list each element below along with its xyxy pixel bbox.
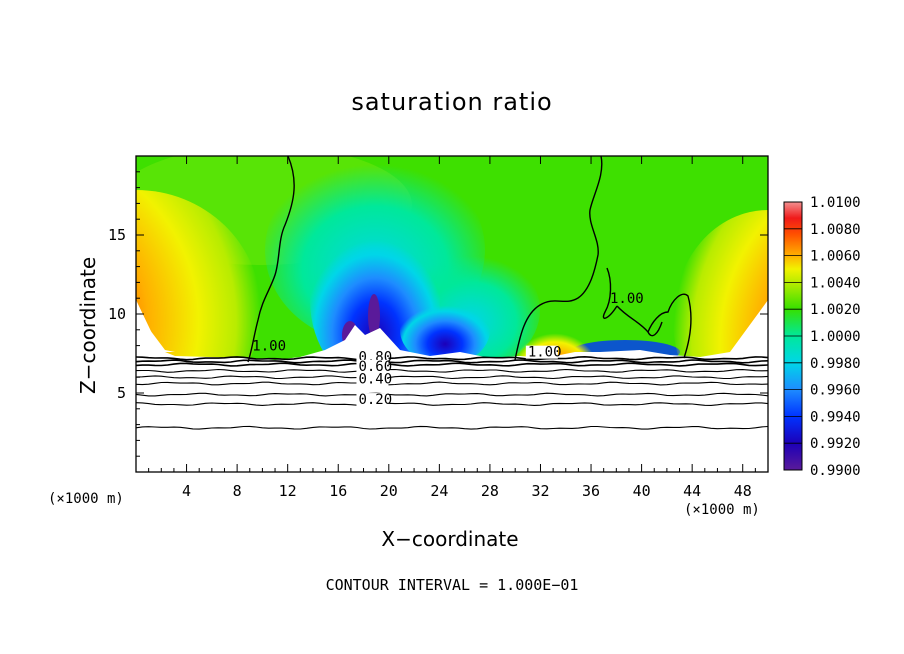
- x-tick-label: 32: [531, 482, 549, 500]
- subsaturated-contours: [135, 355, 769, 430]
- colorbar-tick-label: 1.0060: [810, 249, 861, 265]
- subsaturated-contour-line: [135, 359, 769, 364]
- contour-label: 1.00: [610, 291, 644, 307]
- contour-label: 0.20: [358, 392, 392, 408]
- white-edge-right: [740, 300, 768, 348]
- colorbar-tick-label: 1.0100: [810, 195, 861, 211]
- subsaturated-contour-line: [135, 362, 769, 367]
- subsaturated-contour-line: [135, 402, 769, 406]
- x-unit-label-left: (×1000 m): [48, 491, 124, 507]
- contour-line-1.00-left: [247, 155, 295, 363]
- subsaturated-contour-line: [135, 355, 769, 361]
- contour-label-background: [525, 345, 558, 359]
- x-unit-label-right: (×1000 m): [684, 502, 760, 518]
- y-axis-ticks: 5 10 15: [108, 171, 768, 457]
- colorbar-tick-label: 0.9900: [810, 463, 861, 479]
- contour-label-background: [356, 372, 389, 386]
- contour-label: 1.00: [252, 338, 286, 354]
- subsaturated-contour-line: [135, 425, 769, 430]
- x-tick-label: 28: [481, 482, 499, 500]
- x-tick-label: 36: [582, 482, 600, 500]
- subsaturated-contour-line: [135, 392, 769, 397]
- colorbar-ticks: 0.9900 0.9920 0.9940 0.9960 0.9980 1.0000 1.00…: [784, 195, 861, 479]
- contour-line-1.00-center: [514, 155, 603, 361]
- saturation-contours: [247, 155, 692, 363]
- x-axis-ticks: 4 8 12 16 20 24 28 32 36 40 44 48: [148, 156, 756, 500]
- x-tick-label: 48: [734, 482, 752, 500]
- colorbar-tick-label: 0.9960: [810, 383, 861, 399]
- contour-label-background: [356, 393, 389, 407]
- colorbar-tick-label: 1.0020: [810, 302, 861, 318]
- white-edge-left: [136, 300, 175, 352]
- y-tick-label: 10: [108, 305, 126, 323]
- x-tick-label: 40: [633, 482, 651, 500]
- contour-label: 0.40: [358, 372, 392, 388]
- y-tick-label: 15: [108, 226, 126, 244]
- x-axis-label: X−coordinate: [381, 527, 519, 551]
- colorbar-tick-label: 0.9980: [810, 356, 861, 372]
- x-tick-label: 12: [279, 482, 297, 500]
- colorbar: 0.9900 0.9920 0.9940 0.9960 0.9980 1.0000 1.00…: [783, 195, 861, 479]
- contour-line-1.00-right: [616, 293, 692, 359]
- x-tick-label: 4: [182, 482, 191, 500]
- contour-interval-note: CONTOUR INTERVAL = 1.000E−01: [325, 576, 579, 594]
- contour-label: 1.00: [528, 345, 562, 361]
- colorbar-tick-label: 0.9940: [810, 409, 861, 425]
- x-tick-label: 44: [683, 482, 701, 500]
- x-tick-label: 24: [430, 482, 448, 500]
- y-axis-label: Z−coordinate: [76, 256, 100, 394]
- contour-label-background: [356, 359, 389, 373]
- x-tick-label: 8: [233, 482, 242, 500]
- colorbar-tick-label: 1.0000: [810, 329, 861, 345]
- y-tick-label: 5: [117, 384, 126, 402]
- contour-line-1.00-loop: [602, 267, 618, 319]
- contour-labels: 0.800.600.400.201.00 1.001.00: [252, 291, 644, 408]
- x-tick-label: 20: [380, 482, 398, 500]
- subsaturated-contour-line: [135, 375, 769, 380]
- contour-line-1.00-notch: [647, 321, 663, 337]
- field-purple-core-2: [368, 294, 380, 338]
- x-tick-label: 16: [329, 482, 347, 500]
- field-blue-core-2: [400, 295, 490, 365]
- colorbar-tick-label: 1.0040: [810, 275, 861, 291]
- colorbar-tick-label: 0.9920: [810, 436, 861, 452]
- chart-title: saturation ratio: [351, 88, 553, 116]
- subsaturated-contour-line: [135, 381, 769, 386]
- colorbar-tick-label: 1.0080: [810, 222, 861, 238]
- subsaturated-contour-line: [135, 368, 769, 373]
- contour-label: 0.60: [358, 359, 392, 375]
